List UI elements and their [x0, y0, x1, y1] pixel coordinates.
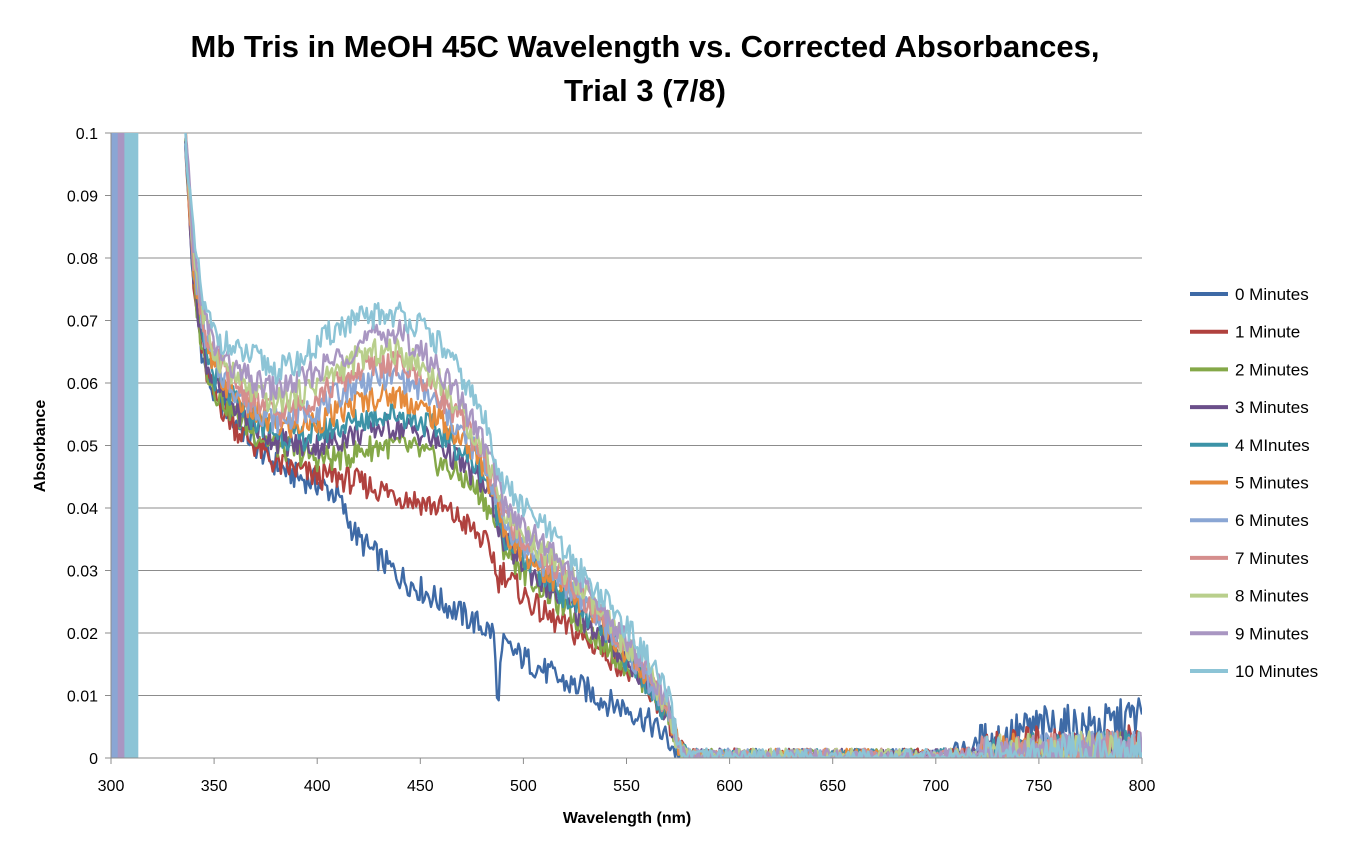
legend-label: 1 Minute [1235, 323, 1300, 342]
x-tick-label: 750 [1026, 778, 1053, 795]
legend-label: 3 Minutes [1235, 398, 1309, 417]
x-tick-label: 550 [613, 778, 640, 795]
x-tick-label: 700 [922, 778, 949, 795]
y-tick-label: 0.01 [67, 689, 98, 706]
y-tick-label: 0.06 [67, 376, 98, 393]
y-tick-label: 0.05 [67, 439, 98, 456]
legend-label: 2 Minutes [1235, 360, 1309, 379]
x-axis-title: Wavelength (nm) [563, 810, 691, 827]
y-tick-label: 0.07 [67, 314, 98, 331]
axes [105, 132, 1143, 764]
legend-label: 5 Minutes [1235, 474, 1309, 493]
legend-label: 10 Minutes [1235, 662, 1318, 681]
data-series [184, 133, 1142, 758]
legend-item: 6 Minutes [1190, 511, 1309, 530]
legend-item: 7 Minutes [1190, 549, 1309, 568]
series-line [184, 140, 1142, 758]
off-scale-band-strip [111, 133, 119, 758]
y-tick-label: 0 [89, 751, 98, 768]
chart-title-line-2: Trial 3 (7/8) [564, 73, 726, 108]
y-tick-label: 0.02 [67, 626, 98, 643]
series-line [184, 133, 1142, 758]
off-scale-band-strip [117, 133, 125, 758]
legend-label: 9 Minutes [1235, 624, 1309, 643]
y-tick-label: 0.09 [67, 189, 98, 206]
legend-item: 10 Minutes [1190, 662, 1318, 681]
legend-label: 6 Minutes [1235, 511, 1309, 530]
y-tick-label: 0.1 [76, 126, 98, 143]
legend-label: 0 Minutes [1235, 285, 1309, 304]
x-tick-label: 300 [98, 778, 125, 795]
y-tick-label: 0.08 [67, 251, 98, 268]
legend: 0 Minutes 1 Minute 2 Minutes 3 Minutes 4 MIn… [1190, 285, 1318, 681]
x-tick-label: 400 [304, 778, 331, 795]
y-tick-label: 0.04 [67, 501, 98, 518]
x-tick-label: 600 [716, 778, 743, 795]
off-scale-band-strip [124, 133, 132, 758]
series-line [184, 133, 1142, 758]
legend-item: 0 Minutes [1190, 285, 1309, 304]
chart-title-line-1: Mb Tris in MeOH 45C Wavelength vs. Corre… [191, 29, 1100, 64]
legend-item: 8 Minutes [1190, 587, 1309, 606]
y-axis-title: Absorbance [32, 400, 49, 493]
legend-item: 1 Minute [1190, 323, 1300, 342]
x-tick-label: 650 [819, 778, 846, 795]
x-tick-label: 800 [1129, 778, 1156, 795]
legend-item: 2 Minutes [1190, 360, 1309, 379]
legend-item: 9 Minutes [1190, 624, 1309, 643]
x-axis-tick-labels: 300 350 400 450 500 550 600 650 700 750 800 [98, 778, 1156, 795]
legend-label: 8 Minutes [1235, 587, 1309, 606]
legend-label: 7 Minutes [1235, 549, 1309, 568]
legend-label: 4 MInutes [1235, 436, 1310, 455]
y-tick-label: 0.03 [67, 564, 98, 581]
off-scale-band [111, 133, 139, 758]
legend-item: 5 Minutes [1190, 474, 1309, 493]
x-tick-label: 450 [407, 778, 434, 795]
legend-item: 3 Minutes [1190, 398, 1309, 417]
x-tick-label: 500 [510, 778, 537, 795]
x-tick-label: 350 [201, 778, 228, 795]
legend-item: 4 MInutes [1190, 436, 1310, 455]
off-scale-band-strip [131, 133, 139, 758]
y-axis-tick-labels: 0 0.01 0.02 0.03 0.04 0.05 0.06 0.07 0.08 0.09 0.1 [67, 126, 98, 768]
